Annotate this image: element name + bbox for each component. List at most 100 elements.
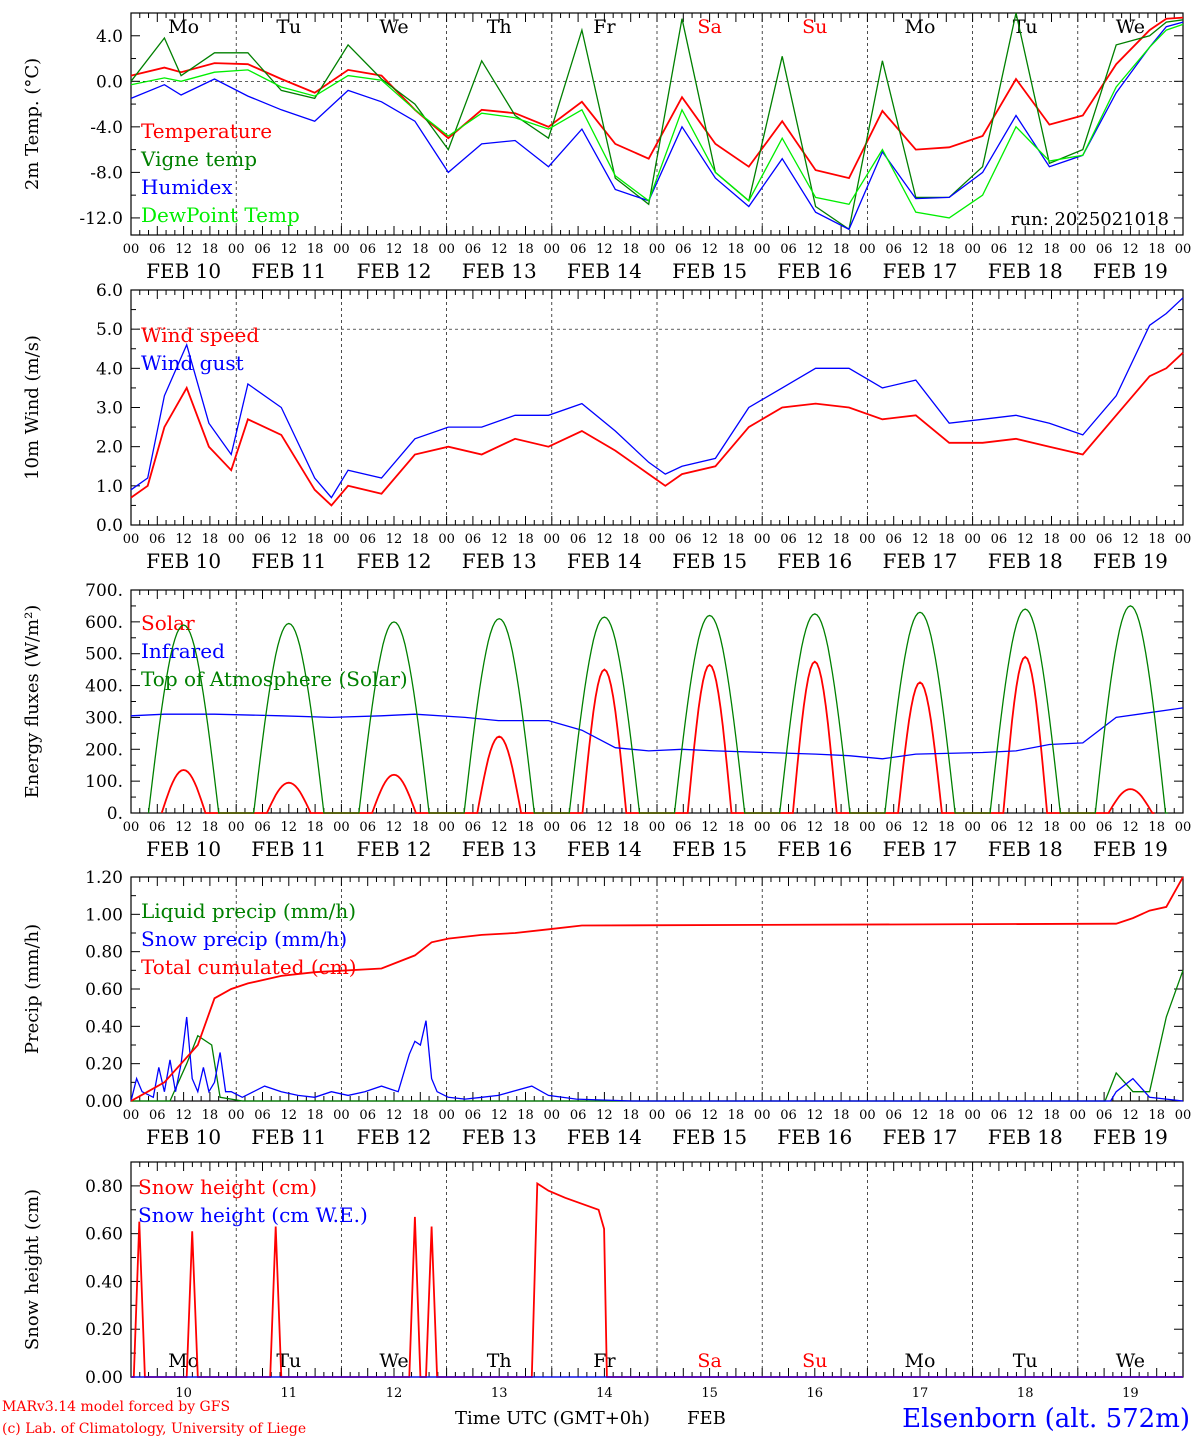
panel-temp: 4.0 0.0 -4.0 -8.0 -12.0 2m Temp. (°C) 00 06 12 18… bbox=[22, 12, 1192, 283]
series-line-total-cumulated-cm- bbox=[130, 876, 1184, 1102]
hour-tick-label: 18 bbox=[622, 820, 639, 835]
hour-tick-label: 12 bbox=[386, 820, 403, 835]
hour-tick-label: 12 bbox=[1017, 532, 1034, 547]
series-line-snow-precip-mm-h- bbox=[130, 1016, 1184, 1102]
weekday-label: Tu bbox=[276, 1350, 301, 1372]
date-label: FEB 19 bbox=[1093, 837, 1168, 861]
hour-tick-label: 06 bbox=[675, 532, 692, 547]
hour-tick-label: 18 bbox=[833, 532, 850, 547]
hour-tick-label: 06 bbox=[359, 242, 376, 257]
day-number: 19 bbox=[1122, 1386, 1139, 1401]
series-line-wind-gust bbox=[130, 297, 1184, 499]
hour-tick-label: 00 bbox=[859, 1108, 876, 1123]
hour-tick-label: 00 bbox=[333, 820, 350, 835]
hour-tick-label: 12 bbox=[807, 820, 824, 835]
date-label: FEB 16 bbox=[777, 837, 852, 861]
series-line-infrared bbox=[130, 707, 1184, 760]
hour-tick-label: 00 bbox=[228, 1108, 245, 1123]
date-label: FEB 13 bbox=[462, 1125, 537, 1149]
hour-tick-label: 18 bbox=[202, 820, 219, 835]
day-number: 18 bbox=[1017, 1386, 1034, 1401]
hour-tick-label: 12 bbox=[1122, 820, 1139, 835]
date-label: FEB 16 bbox=[777, 259, 852, 283]
copyright: (c) Lab. of Climatology, University of L… bbox=[2, 1421, 306, 1437]
date-label: FEB 12 bbox=[357, 549, 432, 573]
weekday-label: Tu bbox=[276, 16, 301, 38]
legend-entry: Humidex bbox=[141, 175, 233, 199]
hour-tick-label: 18 bbox=[307, 532, 324, 547]
hour-tick-label: 12 bbox=[807, 1108, 824, 1123]
month-label: FEB bbox=[687, 1408, 726, 1429]
hour-tick-label: 18 bbox=[728, 820, 745, 835]
weekday-label: Tu bbox=[1013, 1350, 1038, 1372]
hour-tick-label: 18 bbox=[728, 532, 745, 547]
y-tick-label: 600. bbox=[85, 613, 123, 633]
y-tick-label: 400. bbox=[85, 677, 123, 697]
date-label: FEB 10 bbox=[146, 837, 221, 861]
hour-tick-label: 06 bbox=[780, 242, 797, 257]
hour-tick-label: 06 bbox=[465, 820, 482, 835]
hour-tick-label: 00 bbox=[123, 532, 140, 547]
hour-tick-label: 12 bbox=[491, 1108, 508, 1123]
hour-tick-label: 12 bbox=[701, 820, 718, 835]
hour-tick-label: 00 bbox=[438, 820, 455, 835]
hour-tick-label: 06 bbox=[1096, 1108, 1113, 1123]
legend-entry: Wind speed bbox=[141, 323, 259, 347]
hour-tick-label: 12 bbox=[701, 1108, 718, 1123]
hour-tick-label: 12 bbox=[491, 242, 508, 257]
hour-tick-label: 00 bbox=[123, 820, 140, 835]
hour-tick-label: 06 bbox=[149, 1108, 166, 1123]
y-tick-label: 0.0 bbox=[96, 72, 123, 92]
hour-tick-label: 18 bbox=[938, 532, 955, 547]
hour-tick-label: 18 bbox=[938, 820, 955, 835]
legend-entry: Total cumulated (cm) bbox=[141, 955, 357, 979]
date-label: FEB 13 bbox=[462, 259, 537, 283]
date-label: FEB 14 bbox=[567, 837, 642, 861]
hour-tick-label: 06 bbox=[570, 820, 587, 835]
hour-tick-label: 18 bbox=[412, 1108, 429, 1123]
hour-tick-label: 00 bbox=[649, 242, 666, 257]
hour-tick-label: 00 bbox=[964, 820, 981, 835]
hour-tick-label: 00 bbox=[754, 1108, 771, 1123]
hour-tick-label: 00 bbox=[859, 532, 876, 547]
hour-tick-label: 12 bbox=[491, 532, 508, 547]
legend-entry: Vigne temp bbox=[140, 147, 257, 171]
station-name: Elsenborn (alt. 572m) bbox=[902, 1404, 1190, 1434]
hour-tick-label: 06 bbox=[254, 532, 271, 547]
hour-tick-label: 18 bbox=[1148, 820, 1165, 835]
hour-tick-label: 06 bbox=[149, 820, 166, 835]
hour-tick-label: 00 bbox=[964, 1108, 981, 1123]
hour-tick-label: 12 bbox=[701, 242, 718, 257]
hour-tick-label: 12 bbox=[386, 532, 403, 547]
hour-tick-label: 06 bbox=[885, 242, 902, 257]
hour-tick-label: 00 bbox=[123, 242, 140, 257]
hour-tick-label: 18 bbox=[1043, 820, 1060, 835]
date-label: FEB 10 bbox=[146, 259, 221, 283]
weekday-label: Sa bbox=[697, 1350, 721, 1372]
hour-tick-label: 06 bbox=[254, 820, 271, 835]
hour-tick-label: 00 bbox=[1175, 242, 1192, 257]
hour-tick-label: 18 bbox=[622, 242, 639, 257]
hour-tick-label: 12 bbox=[386, 242, 403, 257]
date-label: FEB 18 bbox=[988, 1125, 1063, 1149]
hour-tick-label: 00 bbox=[964, 242, 981, 257]
hour-tick-label: 00 bbox=[333, 532, 350, 547]
legend-entry: Snow height (cm) bbox=[138, 1175, 317, 1199]
hour-tick-label: 18 bbox=[1043, 242, 1060, 257]
hour-tick-label: 12 bbox=[281, 532, 298, 547]
footer: MARv3.14 model forced by GFS (c) Lab. of… bbox=[2, 1399, 1190, 1437]
date-label: FEB 11 bbox=[251, 1125, 326, 1149]
legend-entry: Temperature bbox=[141, 119, 272, 143]
date-label: FEB 11 bbox=[251, 549, 326, 573]
weekday-label: Fr bbox=[593, 16, 616, 38]
date-label: FEB 15 bbox=[672, 259, 747, 283]
hour-tick-label: 12 bbox=[807, 242, 824, 257]
hour-tick-label: 00 bbox=[333, 242, 350, 257]
hour-tick-label: 06 bbox=[675, 820, 692, 835]
date-label: FEB 17 bbox=[883, 837, 958, 861]
hour-tick-label: 00 bbox=[228, 820, 245, 835]
hour-tick-label: 00 bbox=[964, 532, 981, 547]
hour-tick-label: 00 bbox=[438, 1108, 455, 1123]
y-tick-label: 500. bbox=[85, 645, 123, 665]
